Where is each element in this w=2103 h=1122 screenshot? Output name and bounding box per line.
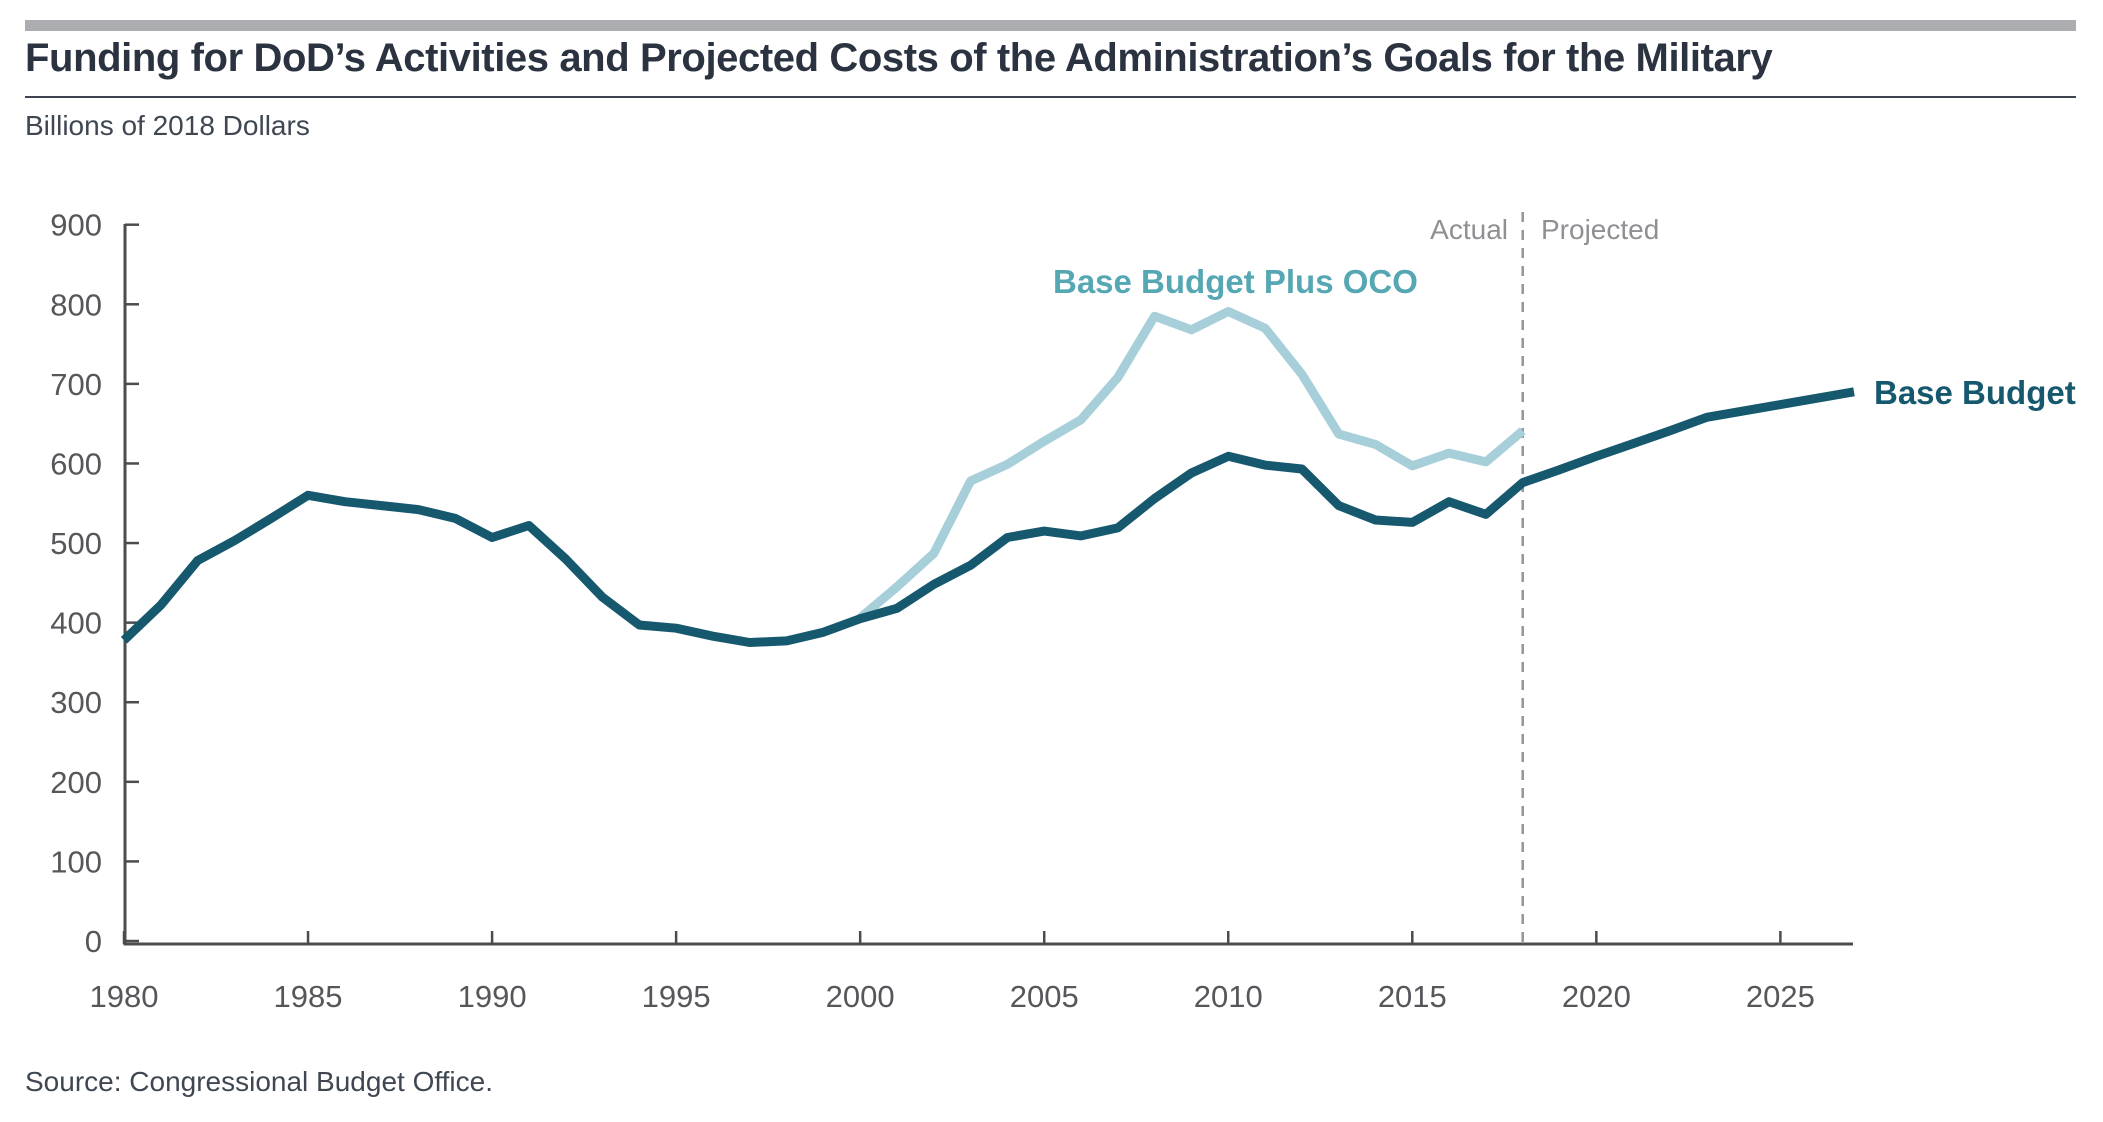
series-layer [120, 307, 1855, 647]
actual-zone-label: Actual [1430, 214, 1508, 245]
y-tick-label: 800 [50, 287, 102, 322]
x-tick-label: 2025 [1746, 979, 1815, 1014]
x-tick-label: 2015 [1378, 979, 1447, 1014]
x-tick-label: 2005 [1010, 979, 1079, 1014]
x-tick-label: 1980 [90, 979, 159, 1014]
y-tick-label: 0 [85, 924, 102, 959]
x-tick-label: 1995 [642, 979, 711, 1014]
x-tick-label: 2020 [1562, 979, 1631, 1014]
source-note: Source: Congressional Budget Office. [25, 1066, 493, 1097]
x-tick-label: 1985 [274, 979, 343, 1014]
x-tick-label: 1990 [458, 979, 527, 1014]
figure-title: Funding for DoD’s Activities and Project… [25, 36, 1773, 80]
y-tick-label: 900 [50, 208, 102, 243]
series-label-base-budget-plus-oco: Base Budget Plus OCO [1053, 263, 1418, 300]
top-divider-bar [25, 20, 2076, 31]
base-budget-plus-oco-line [857, 307, 1526, 622]
y-tick-label: 700 [50, 367, 102, 402]
y-tick-label: 500 [50, 526, 102, 561]
base-budget-line [120, 387, 1855, 647]
y-tick-label: 100 [50, 844, 102, 879]
x-tick-label: 2010 [1194, 979, 1263, 1014]
y-tick-label: 600 [50, 446, 102, 481]
title-rule [25, 96, 2076, 98]
x-tick-label: 2000 [826, 979, 895, 1014]
projected-zone-label: Projected [1541, 214, 1659, 245]
axis-units-label: Billions of 2018 Dollars [25, 110, 310, 141]
series-label-base-budget: Base Budget [1874, 374, 2076, 411]
axes-layer: 0 100 200 300 400 500 600 700 800 900 1980 1985 1990… [50, 208, 1853, 1014]
y-tick-label: 400 [50, 606, 102, 641]
y-tick-label: 200 [50, 765, 102, 800]
y-tick-label: 300 [50, 685, 102, 720]
